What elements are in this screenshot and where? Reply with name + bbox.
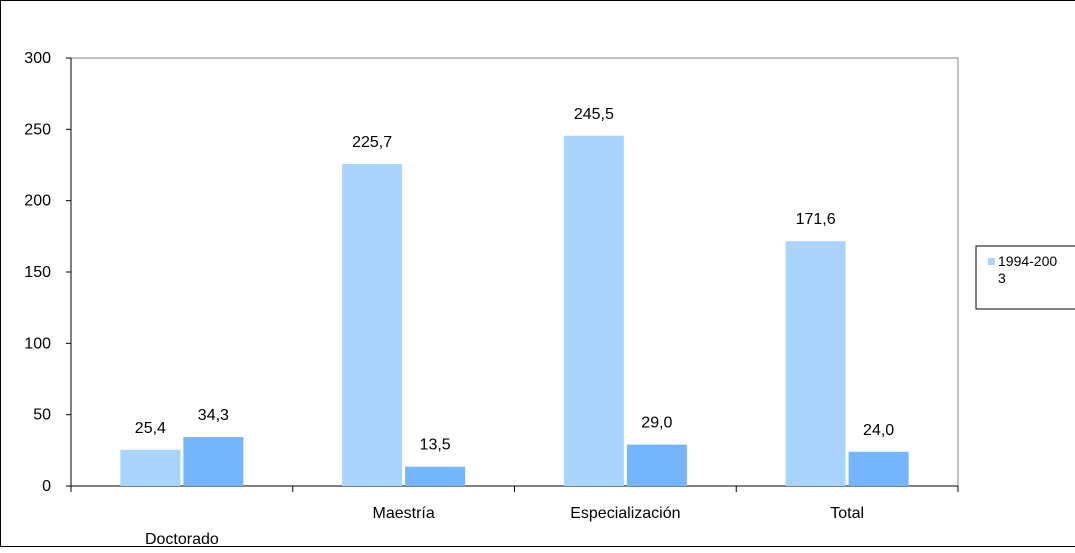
legend-label-line2: 3 xyxy=(998,270,1006,286)
bars xyxy=(120,135,909,486)
y-axis: 0 50 100 150 200 250 300 xyxy=(24,50,72,495)
x-tick-label: Maestría xyxy=(373,505,435,522)
data-label: 171,6 xyxy=(796,211,836,228)
data-label: 25,4 xyxy=(135,420,166,437)
data-label: 225,7 xyxy=(352,134,392,151)
data-label: 29,0 xyxy=(641,415,672,432)
x-tick-label: Doctorado xyxy=(145,531,219,548)
x-axis: Doctorado Maestría Especialización Total xyxy=(70,485,959,548)
legend: 1994-200 3 xyxy=(975,245,1075,310)
bar-series-1 xyxy=(785,241,846,486)
y-tick-label: 0 xyxy=(42,478,51,495)
data-label: 34,3 xyxy=(198,407,229,424)
y-tick-label: 250 xyxy=(24,121,51,138)
y-tick-label: 300 xyxy=(24,50,51,67)
bar-series-2 xyxy=(183,437,244,486)
data-label: 24,0 xyxy=(863,422,894,439)
legend-swatch xyxy=(988,258,995,265)
legend-label-line1: 1994-200 xyxy=(998,253,1057,269)
bar-series-2 xyxy=(848,451,909,486)
x-tick-label: Especialización xyxy=(570,505,680,522)
legend-box xyxy=(975,245,1075,310)
data-label: 245,5 xyxy=(574,106,614,123)
bar-series-2 xyxy=(626,444,687,486)
bar-series-1 xyxy=(563,135,624,486)
x-tick-label: Total xyxy=(830,505,864,522)
data-label: 13,5 xyxy=(420,437,451,454)
bar-series-1 xyxy=(342,164,403,486)
data-labels: 25,4 225,7 245,5 171,6 34,3 13,5 29,0 24,0 xyxy=(135,106,894,454)
bar-series-1 xyxy=(120,449,181,486)
y-tick-label: 150 xyxy=(24,264,51,281)
y-tick-label: 100 xyxy=(24,335,51,352)
bar-series-2 xyxy=(405,466,466,486)
y-tick-label: 50 xyxy=(33,407,51,424)
y-tick-label: 200 xyxy=(24,193,51,210)
